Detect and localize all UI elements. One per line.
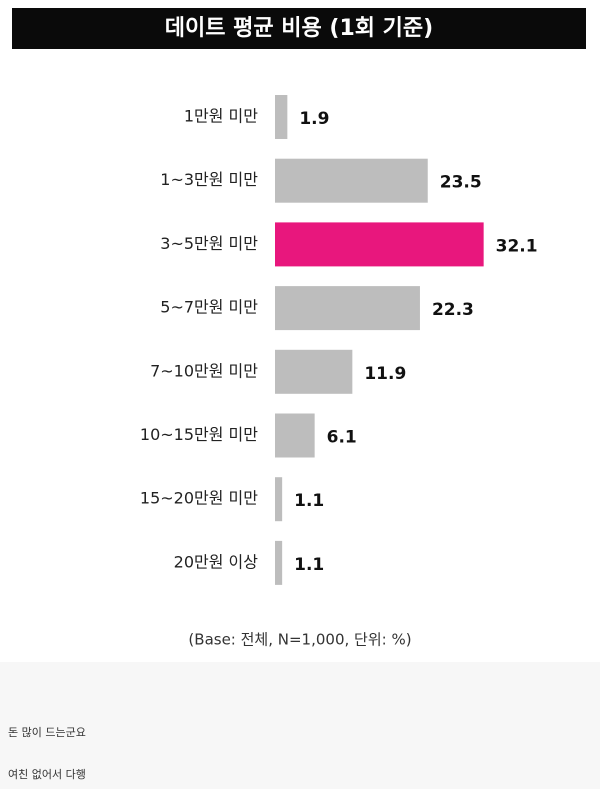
chart-title: 데이트 평균 비용 (1회 기준) — [165, 16, 433, 41]
value-label: 23.5 — [440, 173, 482, 193]
post-line: 여친 없어서 다행 — [8, 768, 86, 781]
value-label: 6.1 — [327, 428, 357, 448]
category-label: 20만원 이상 — [174, 552, 259, 571]
post-line: 돈 많이 드는군요 — [8, 726, 86, 739]
value-label: 1.9 — [299, 109, 329, 129]
value-label: 22.3 — [432, 300, 474, 320]
chart-background — [0, 0, 600, 662]
category-label: 7~10만원 미만 — [150, 361, 258, 380]
category-label: 15~20만원 미만 — [140, 489, 258, 508]
value-label: 11.9 — [364, 364, 406, 384]
category-label: 5~7만원 미만 — [160, 298, 258, 317]
title-bar — [12, 8, 586, 49]
bar — [275, 477, 283, 522]
bar — [275, 540, 283, 585]
category-label: 1만원 미만 — [184, 107, 258, 126]
value-label: 1.1 — [294, 491, 324, 511]
value-label: 1.1 — [294, 555, 324, 575]
bar — [275, 222, 484, 267]
value-label: 32.1 — [496, 236, 538, 256]
category-label: 1~3만원 미만 — [160, 170, 258, 189]
bar — [275, 413, 315, 458]
chart: 데이트 평균 비용 (1회 기준) (Base: 전체, N=1,000, 단위… — [0, 0, 600, 662]
chart-note: (Base: 전체, N=1,000, 단위: %) — [188, 631, 411, 649]
bar — [275, 286, 420, 331]
bar — [275, 349, 353, 394]
bar — [275, 158, 428, 203]
category-label: 10~15만원 미만 — [140, 425, 258, 444]
bar — [275, 95, 288, 139]
category-label: 3~5만원 미만 — [160, 234, 258, 253]
